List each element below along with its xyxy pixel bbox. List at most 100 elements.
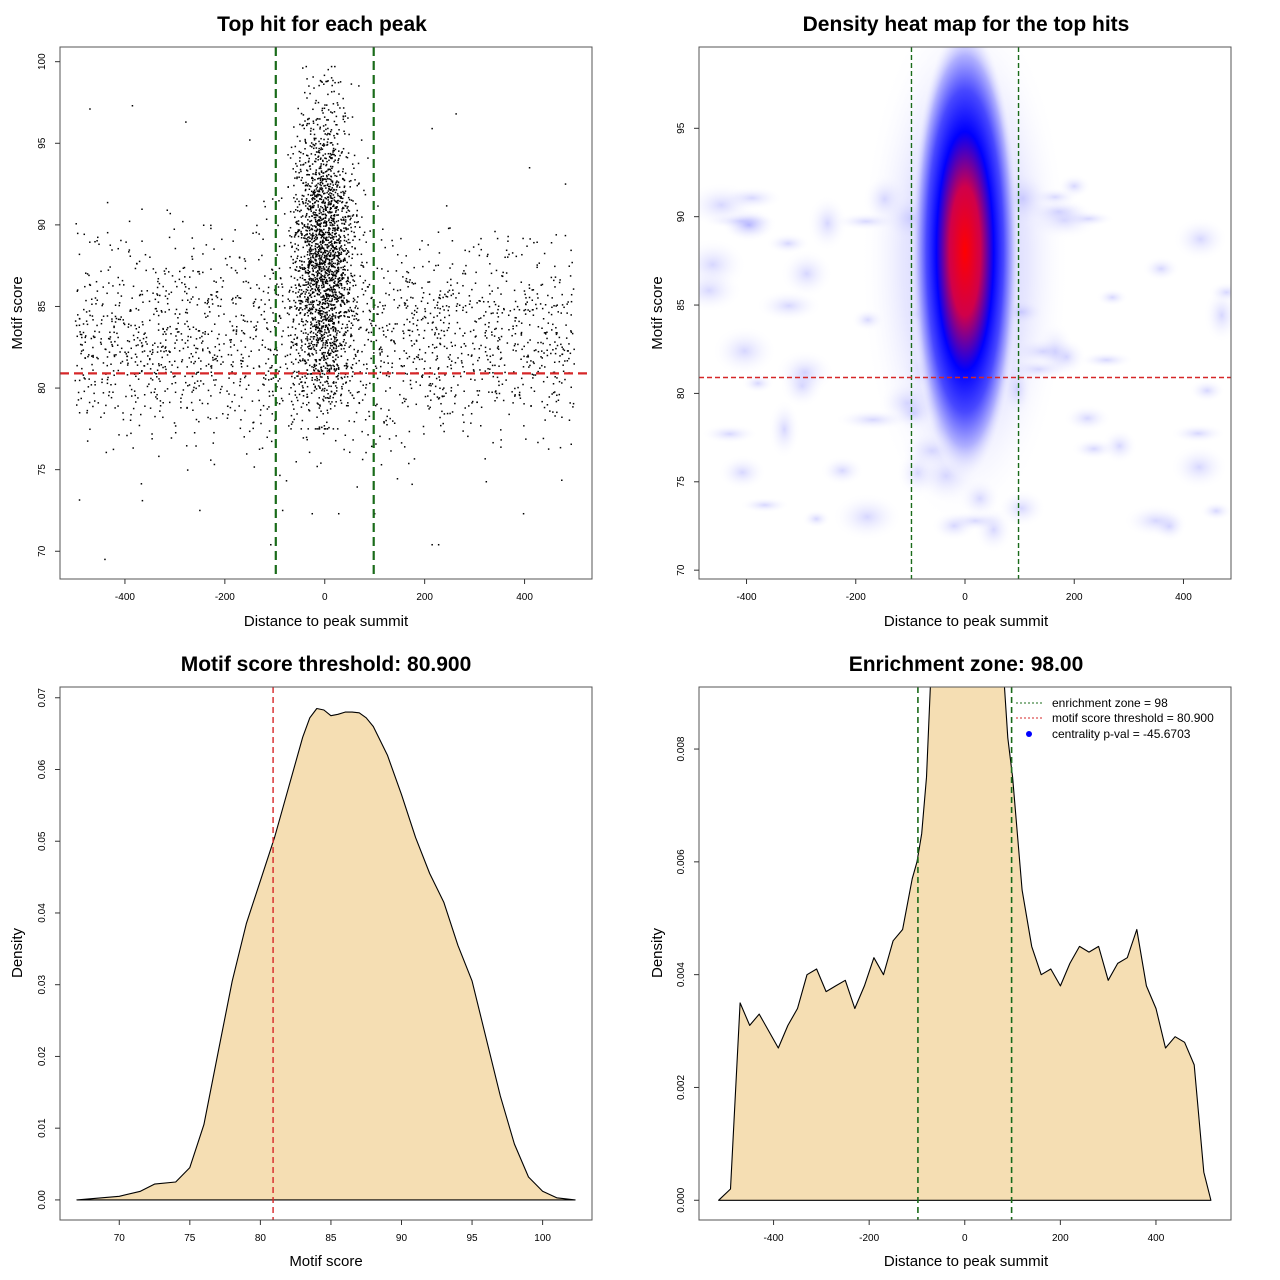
scatter-point: [188, 287, 190, 290]
scatter-point: [348, 346, 350, 348]
scatter-point: [330, 240, 333, 242]
scatter-point: [295, 232, 298, 234]
scatter-point: [508, 253, 510, 256]
scatter-point: [328, 330, 330, 332]
scatter-point: [314, 379, 316, 381]
heatmap-blob: [1170, 444, 1229, 490]
scatter-point: [79, 333, 82, 336]
scatter-point: [332, 245, 334, 247]
scatter-point: [525, 303, 527, 305]
scatter-point: [373, 308, 375, 310]
scatter-point: [81, 344, 83, 346]
scatter-point: [324, 358, 327, 361]
scatter-point: [338, 253, 340, 255]
scatter-point: [182, 347, 185, 350]
scatter-point: [320, 167, 322, 170]
scatter-point: [319, 166, 321, 168]
scatter-point: [445, 305, 448, 307]
scatter-point: [100, 338, 102, 340]
scatter-point: [299, 295, 301, 297]
scatter-point: [344, 190, 347, 192]
scatter-point: [321, 339, 324, 342]
scatter-point: [348, 316, 351, 318]
scatter-point: [311, 512, 314, 515]
scatter-point: [187, 339, 189, 342]
scatter-point: [142, 301, 144, 303]
scatter-point: [317, 156, 319, 158]
scatter-point: [339, 253, 342, 256]
scatter-point: [330, 214, 333, 217]
scatter-point: [520, 358, 522, 361]
scatter-point: [421, 375, 423, 377]
scatter-point: [330, 91, 333, 93]
scatter-point: [393, 299, 395, 301]
scatter-point: [213, 431, 215, 434]
scatter-point: [340, 245, 343, 247]
scatter-point: [358, 391, 360, 393]
scatter-point: [307, 286, 310, 289]
scatter-point: [318, 212, 321, 215]
scatter-point: [215, 357, 217, 360]
scatter-point: [353, 235, 356, 238]
scatter-point: [317, 330, 320, 332]
scatter-point: [158, 282, 161, 285]
scatter-point: [299, 276, 302, 279]
scatter-point: [102, 392, 105, 394]
scatter-point: [436, 315, 439, 317]
scatter-point: [558, 281, 561, 284]
scatter-point: [327, 138, 329, 140]
scatter-point: [485, 480, 488, 483]
scatter-point: [116, 344, 119, 346]
scatter-point: [323, 145, 325, 147]
scatter-point: [337, 512, 340, 515]
scatter-point: [406, 373, 408, 375]
scatter-point: [136, 356, 138, 358]
scatter-ytick-label: 85: [37, 300, 48, 312]
scatter-point: [319, 301, 322, 303]
scatter-point: [292, 290, 294, 293]
scatter-point: [327, 382, 329, 385]
scatter-point: [312, 270, 314, 273]
scatter-point: [292, 168, 294, 170]
scatter-point: [442, 305, 444, 308]
scatter-point: [329, 294, 332, 297]
scatter-point: [258, 306, 261, 308]
scatter-point: [342, 207, 345, 210]
scatter-point: [477, 394, 480, 396]
scatter-point: [454, 361, 457, 364]
scatter-point: [531, 289, 533, 291]
scatter-point: [165, 290, 167, 292]
scatter-point: [450, 386, 453, 389]
scatter-point: [130, 413, 132, 416]
scatter-point: [552, 391, 555, 394]
scatter-point: [323, 395, 325, 398]
scatter-point: [343, 179, 346, 182]
scatter-point: [325, 180, 328, 183]
scatter-point: [321, 233, 324, 236]
scatter-point: [325, 224, 328, 226]
scatter-point: [366, 328, 368, 331]
scatter-point: [304, 296, 306, 298]
scatter-point: [332, 322, 334, 325]
scatter-point: [324, 344, 327, 346]
scatter-point: [256, 321, 259, 323]
scatter-point: [542, 318, 545, 320]
scatter-point: [334, 330, 337, 333]
scatter-point: [490, 272, 493, 275]
scatter-point: [97, 402, 100, 404]
scatter-point: [335, 269, 338, 272]
scatter-point: [230, 354, 233, 356]
scatter-point: [310, 206, 312, 209]
scatter-point: [159, 380, 161, 383]
scatter-point: [337, 365, 339, 367]
scatter-point: [322, 432, 325, 435]
scatter-point: [407, 405, 409, 408]
scatter-point: [528, 287, 531, 290]
scatter-point: [343, 288, 346, 291]
scatter-point: [316, 214, 319, 217]
scatter-point: [378, 327, 381, 330]
scatter-point: [204, 312, 206, 315]
scatter-point: [125, 241, 127, 243]
scatter-point: [96, 299, 99, 301]
scatter-point: [332, 314, 334, 316]
